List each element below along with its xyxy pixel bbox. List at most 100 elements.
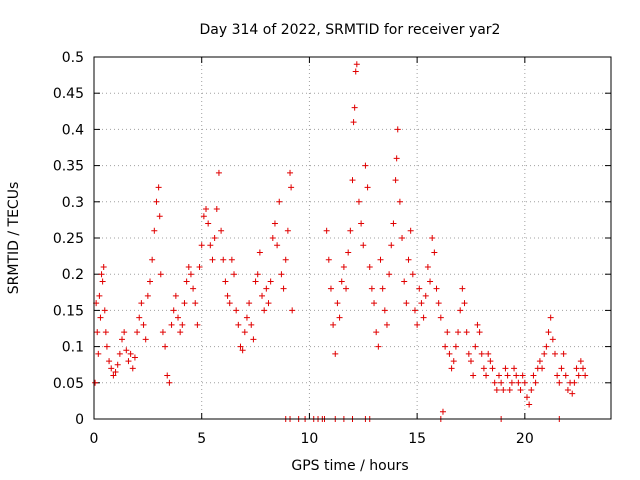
data-point — [323, 227, 330, 234]
data-point — [377, 256, 384, 263]
data-point — [401, 278, 408, 285]
data-point — [543, 343, 550, 350]
data-point — [517, 387, 524, 394]
data-point — [504, 372, 511, 379]
data-point — [399, 235, 406, 241]
data-point — [347, 227, 354, 234]
y-tick-label: 0.3 — [62, 195, 84, 211]
data-point — [261, 307, 268, 314]
data-point — [153, 198, 160, 205]
data-point — [198, 242, 205, 249]
y-tick-labels: 0 0.05 0.1 0.15 0.2 0.25 0.3 0.35 0.4 0.45 0.5 — [53, 50, 84, 428]
data-point — [551, 350, 558, 357]
data-point — [175, 314, 182, 321]
data-point — [498, 379, 505, 386]
data-point — [349, 177, 356, 184]
y-tick-label: 0.2 — [62, 267, 84, 283]
data-point — [274, 242, 281, 249]
data-point — [338, 278, 345, 285]
data-point — [508, 379, 515, 386]
data-point — [220, 256, 227, 263]
data-point — [444, 329, 451, 336]
data-point — [269, 235, 276, 241]
data-point — [353, 61, 360, 68]
data-point — [215, 169, 222, 176]
data-point — [463, 329, 470, 336]
data-point — [549, 336, 556, 343]
data-point — [515, 379, 522, 386]
data-point — [127, 350, 134, 357]
data-point — [332, 350, 339, 357]
data-point — [271, 220, 278, 227]
data-point — [364, 184, 371, 191]
data-point — [405, 256, 412, 263]
data-point — [429, 235, 436, 241]
data-point — [579, 365, 586, 372]
data-point — [373, 329, 380, 336]
data-point — [185, 263, 192, 270]
data-point — [267, 278, 274, 285]
data-point — [474, 321, 481, 328]
data-point — [222, 278, 229, 285]
data-point — [539, 365, 546, 372]
data-point — [375, 343, 382, 350]
data-point — [371, 300, 378, 307]
data-point — [523, 394, 530, 401]
data-point — [495, 372, 502, 379]
data-point — [149, 256, 156, 263]
data-point — [265, 300, 272, 307]
data-point — [489, 365, 496, 372]
data-point — [116, 350, 123, 357]
data-point — [254, 271, 261, 278]
data-point — [211, 235, 218, 241]
data-point — [358, 220, 365, 227]
data-point — [250, 336, 257, 343]
data-point — [351, 104, 358, 111]
y-tick-label: 0.05 — [53, 376, 84, 392]
data-point — [562, 372, 569, 379]
data-point — [350, 119, 357, 126]
data-point — [577, 358, 584, 365]
data-point — [556, 379, 563, 386]
data-point — [327, 285, 334, 292]
data-point — [472, 343, 479, 350]
data-point — [427, 278, 434, 285]
grid-lines — [93, 56, 611, 420]
data-point — [366, 263, 373, 270]
data-point — [345, 249, 352, 256]
data-point — [437, 314, 444, 321]
data-point — [511, 365, 518, 372]
data-point — [390, 220, 397, 227]
y-tick-label: 0.45 — [53, 86, 84, 102]
data-point — [485, 350, 492, 357]
data-point — [140, 321, 147, 328]
data-point — [276, 198, 283, 205]
data-point — [571, 379, 578, 386]
data-point — [403, 300, 410, 307]
data-point — [409, 271, 416, 278]
data-point — [455, 329, 462, 336]
data-point — [213, 206, 220, 213]
data-point — [467, 358, 474, 365]
data-point — [334, 300, 341, 307]
data-point — [138, 300, 145, 307]
data-point — [569, 390, 576, 397]
data-point — [470, 372, 477, 379]
data-point — [187, 271, 194, 278]
y-tick-label: 0.35 — [53, 159, 84, 175]
data-point — [166, 379, 173, 386]
data-point — [125, 358, 132, 365]
data-point — [218, 227, 225, 234]
data-point — [519, 372, 526, 379]
data-point — [243, 314, 250, 321]
data-point — [500, 387, 507, 394]
data-point — [94, 329, 101, 336]
data-point — [95, 350, 102, 357]
data-point — [98, 271, 105, 278]
data-point — [435, 300, 442, 307]
data-point — [457, 307, 464, 314]
y-tick-label: 0.15 — [53, 303, 84, 319]
data-point — [386, 271, 393, 278]
data-point — [465, 350, 472, 357]
